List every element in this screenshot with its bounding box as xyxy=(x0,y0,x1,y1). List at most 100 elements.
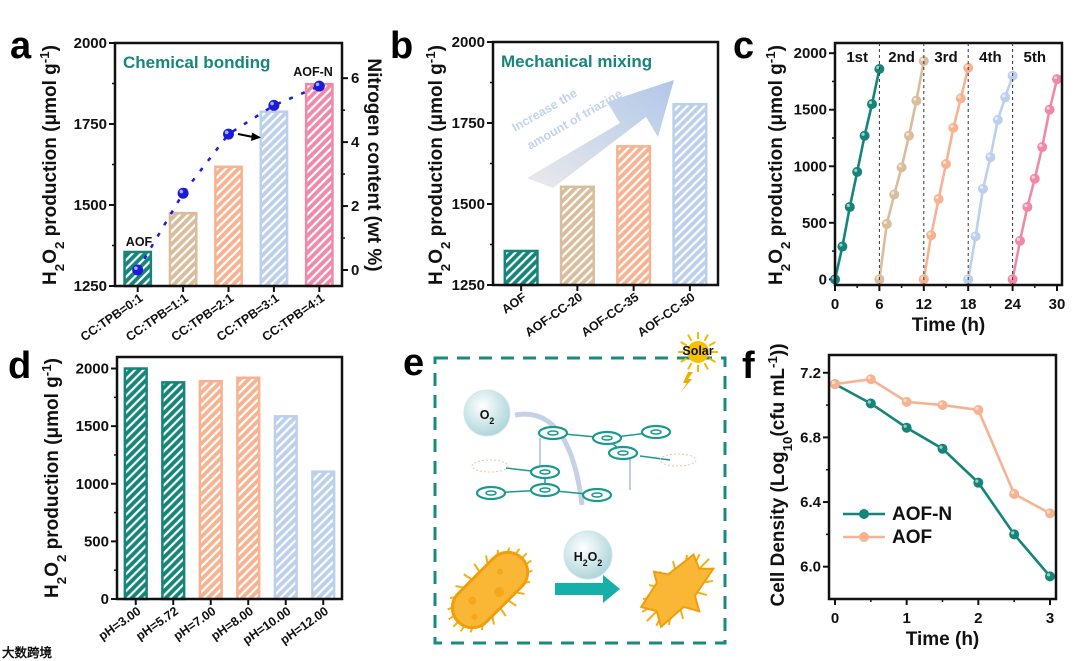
data-point xyxy=(867,99,877,110)
ring-inner xyxy=(539,487,551,493)
data-point-highlight xyxy=(975,479,979,483)
label-part: production (μmol g xyxy=(40,63,61,241)
label-part: 2 xyxy=(52,242,67,249)
y-tick-label: 2000 xyxy=(452,34,485,51)
label-part: O xyxy=(588,550,598,564)
x-tick-label: 18 xyxy=(960,296,977,313)
x-tick-label: 2 xyxy=(974,610,982,627)
y-tick-label: 2000 xyxy=(794,45,827,62)
cycle-label: 4th xyxy=(979,49,1002,66)
panel-d-chart: pH=3.00pH=5.72pH=7.00pH=8.00pH=10.00pH=1… xyxy=(39,355,344,647)
nitrogen-point xyxy=(132,264,144,276)
h2o2-bubble xyxy=(563,530,613,580)
label-part: -1 xyxy=(765,356,780,368)
cell-spot xyxy=(494,587,505,598)
x-tick-label: 0 xyxy=(831,296,839,313)
data-point-highlight xyxy=(868,100,873,105)
y-tick-label: 500 xyxy=(84,533,109,550)
data-point-highlight xyxy=(876,276,880,280)
data-point xyxy=(837,241,848,252)
legend-marker xyxy=(859,532,869,542)
panel-letter-f: f xyxy=(742,345,755,387)
sun-ray xyxy=(703,334,709,342)
label-part: 2 xyxy=(778,242,793,249)
y2-axis-title: Nitrogen content (wt %) xyxy=(363,58,384,271)
data-point-highlight xyxy=(1031,175,1035,179)
label-part: 2 xyxy=(489,416,494,426)
x-axis-title: Time (h) xyxy=(906,629,980,650)
panel-title: Chemical bonding xyxy=(123,53,270,72)
y-tick-label: 6.4 xyxy=(800,494,822,511)
y-tick-label: 6.8 xyxy=(800,429,821,446)
label-part: ) xyxy=(426,45,447,51)
data-point xyxy=(1009,529,1020,540)
y-tick-label: 4 xyxy=(351,134,360,151)
data-point-highlight xyxy=(861,132,865,136)
data-point xyxy=(896,162,907,173)
nitrogen-point-highlight xyxy=(315,82,320,87)
label-part: 2 xyxy=(583,558,588,568)
y-axis-title: H2O2 production (μmol g-1) xyxy=(39,358,69,598)
cell-spot xyxy=(496,568,503,575)
data-point xyxy=(937,400,948,411)
kill-arrow-head xyxy=(603,575,620,603)
x-category-label: AOF xyxy=(499,290,529,317)
data-point xyxy=(901,422,912,433)
data-point-highlight xyxy=(965,276,969,280)
label-part: O xyxy=(40,249,61,264)
sun-ray xyxy=(687,334,693,342)
data-point-highlight xyxy=(920,57,924,62)
data-point xyxy=(992,114,1003,125)
data-point-highlight xyxy=(1009,276,1013,280)
triazine-ring xyxy=(607,445,639,461)
data-point-highlight xyxy=(891,191,895,195)
data-point-highlight xyxy=(942,160,947,165)
y-tick-label: 1000 xyxy=(76,476,109,493)
sun-ray xyxy=(680,357,688,363)
y-tick-label: 6.0 xyxy=(800,559,821,576)
data-point-highlight xyxy=(846,203,850,208)
data-point xyxy=(1000,92,1011,103)
data-point-highlight xyxy=(1011,531,1015,535)
bar xyxy=(559,185,595,287)
y-axis-title: H2O2 production (μmol g-1) xyxy=(763,45,793,285)
arrow-to-right-axis xyxy=(237,133,254,138)
data-point-highlight xyxy=(939,445,943,449)
x-axis-title: Time (h) xyxy=(912,315,986,336)
sun-ray xyxy=(708,357,716,363)
label-part: )) xyxy=(768,343,789,356)
label-part: O xyxy=(766,249,787,264)
data-point xyxy=(865,374,876,385)
ring-inner xyxy=(485,490,497,496)
cell-spot xyxy=(468,596,477,605)
cycle-label: 3rd xyxy=(934,49,957,66)
o2-bubble xyxy=(463,389,511,437)
h2o2-label: H2O2 xyxy=(574,550,603,568)
cycle-label: 1st xyxy=(846,49,868,66)
y-tick-label: 0 xyxy=(351,262,359,279)
data-point-highlight xyxy=(939,401,943,406)
panel-c-chart: 0 6 12 18 24 30 0 500 1000 1500 2000 Time (h) 1st 2nd… xyxy=(763,41,1065,336)
nitrogen-point xyxy=(223,128,234,140)
ring-inner xyxy=(539,469,551,475)
data-point xyxy=(973,477,984,488)
label-part: O xyxy=(426,249,447,264)
plot-frame xyxy=(827,353,1058,601)
bar xyxy=(168,211,198,288)
x-tick-label: 1 xyxy=(902,610,910,627)
bar xyxy=(259,110,289,288)
trend-arrow xyxy=(527,80,674,188)
bar xyxy=(161,381,186,601)
data-point xyxy=(978,183,988,194)
nitrogen-point xyxy=(268,99,280,111)
nitrogen-point-highlight xyxy=(134,266,138,271)
dashed-border xyxy=(433,356,727,645)
label-part: Cell Density (Log xyxy=(768,451,789,606)
data-point-highlight xyxy=(1039,143,1043,148)
ring-inner xyxy=(591,492,603,498)
y-tick-label: 2000 xyxy=(74,35,107,52)
data-point xyxy=(985,152,996,163)
